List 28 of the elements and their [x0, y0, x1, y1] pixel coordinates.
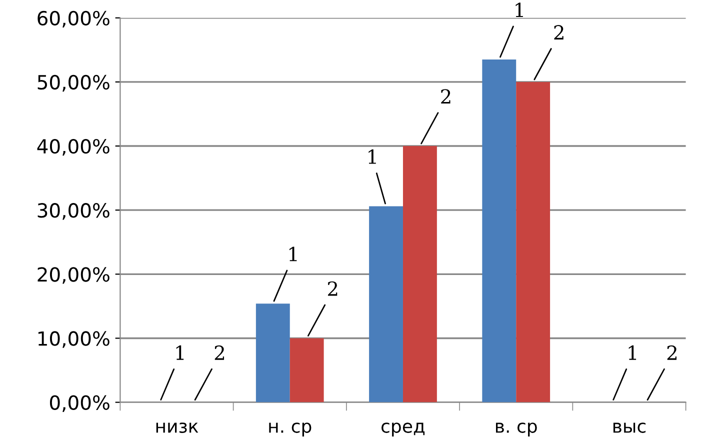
y-tick-label: 60,00%: [38, 10, 110, 28]
text: 2: [214, 345, 224, 360]
y-tick-label: 0,00%: [50, 395, 110, 412]
bar: [369, 206, 403, 402]
text: 1: [368, 149, 376, 164]
bar: [402, 146, 437, 402]
y-tick-label: 50,00%: [38, 74, 110, 92]
x-tick-label: в. ср: [496, 422, 537, 436]
bar: [516, 82, 550, 402]
bar: [482, 60, 516, 402]
x-tick-label: н. ср: [269, 422, 312, 436]
text: 2: [441, 89, 450, 104]
y-tick-label: 30,00%: [38, 203, 110, 220]
text: 1: [628, 345, 636, 360]
x-tick-label: выс: [613, 422, 646, 433]
y-tick-label: 40,00%: [37, 138, 110, 156]
text: 1: [176, 345, 184, 360]
bar: [256, 304, 290, 402]
text: 2: [667, 345, 676, 360]
y-tick-label: 10,00%: [38, 331, 110, 348]
y-tick-label: 20,00%: [38, 267, 110, 284]
bar: [290, 338, 324, 402]
text: 2: [554, 25, 564, 40]
text: 1: [289, 246, 297, 262]
x-tick-label: сред: [381, 422, 425, 436]
text: 2: [328, 281, 338, 296]
text: 1: [516, 2, 523, 18]
x-tick-label: низк: [156, 422, 198, 433]
